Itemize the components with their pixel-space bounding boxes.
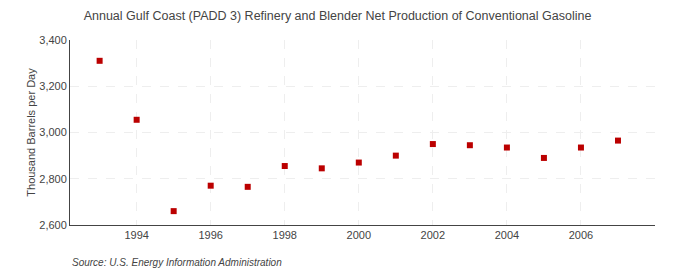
svg-text:2000: 2000 [347, 229, 371, 241]
svg-text:2002: 2002 [421, 229, 445, 241]
svg-text:1998: 1998 [273, 229, 297, 241]
svg-text:1994: 1994 [124, 229, 148, 241]
svg-text:Source: U.S. Energy Informatio: Source: U.S. Energy Information Administ… [72, 257, 282, 268]
svg-text:3,400: 3,400 [39, 34, 67, 46]
svg-text:Thousand Barrels per Day: Thousand Barrels per Day [25, 68, 37, 197]
svg-text:Annual Gulf Coast (PADD 3) Ref: Annual Gulf Coast (PADD 3) Refinery and … [84, 9, 592, 23]
svg-text:3,200: 3,200 [39, 80, 67, 92]
svg-text:2004: 2004 [495, 229, 519, 241]
svg-text:3,000: 3,000 [39, 126, 67, 138]
svg-text:2,800: 2,800 [39, 173, 67, 185]
svg-text:2006: 2006 [569, 229, 593, 241]
svg-text:2,600: 2,600 [39, 219, 67, 231]
svg-text:1996: 1996 [198, 229, 222, 241]
